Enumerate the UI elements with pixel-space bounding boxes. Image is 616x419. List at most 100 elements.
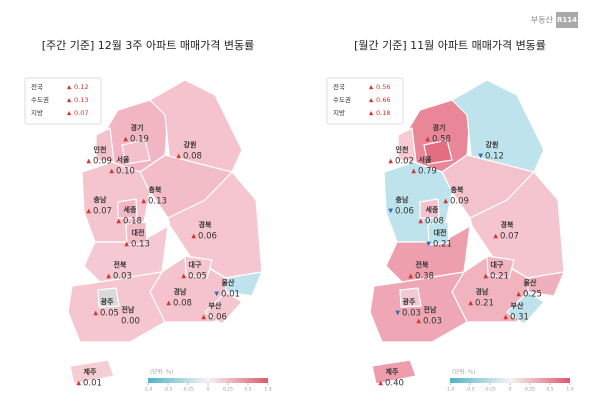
region-value: 0.01 [83,379,102,389]
summary-label: 전국 [333,82,345,91]
region-name: 제주 [84,367,97,376]
summary-value: 0.12 [74,83,88,91]
region-arrow: ▲ [116,218,121,225]
summary-arrow: ▲ [67,111,72,117]
scale-tick-label: 0.25 [223,387,233,393]
summary-label: 수도권 [333,96,351,104]
region-value: 0.31 [510,313,529,323]
region-shape [371,359,417,385]
region-name: 충남 [94,195,107,204]
region-name: 경남 [476,287,489,296]
region-shape [69,359,115,385]
summary-label: 수도권 [31,96,49,104]
region-arrow: ▼ [214,291,219,298]
region-name: 서울 [117,155,130,164]
region-arrow: ▲ [378,380,383,387]
region-name: 서울 [419,155,432,164]
region-arrow: ▲ [124,241,129,248]
map-title: [월간 기준] 11월 아파트 매매가격 변동률 [354,39,546,52]
region-name: 경남 [174,287,187,296]
scale-tick-label: -0.5 [466,387,475,393]
summary-value: 0.07 [74,109,88,117]
region-name: 경북 [199,220,212,229]
region-name: 부산 [209,301,222,310]
summary-value: 0.66 [376,96,390,104]
region-name: 부산 [511,301,524,310]
scale-tick-label: 0.5 [244,387,251,393]
region-shape [383,161,453,243]
unit-label: (단위: %) [150,368,173,376]
region-value: 0.05 [100,309,119,319]
region-shape [184,255,213,279]
region-value: 0.25 [523,290,542,300]
region-arrow: ▲ [191,233,196,240]
region-value: 0.21 [475,299,494,309]
region-shape [97,287,120,308]
region-arrow: ▲ [468,300,473,307]
region-arrow: ▲ [493,233,498,240]
region-name: 대구 [189,260,202,269]
region-arrow: ▲ [86,158,91,165]
region-shape [95,127,115,163]
scale-tick-label: 0 [509,387,512,393]
region-value: 0.06 [198,232,217,242]
region-name: 인천 [94,145,107,154]
summary-arrow: ▲ [369,85,374,91]
region-value: 0.08 [425,217,444,227]
summary-arrow: ▲ [67,98,72,104]
region-arrow: ▲ [109,168,114,175]
region-value: 0.08 [183,152,202,162]
region-arrow: ▼ [478,153,483,160]
region-shape [225,271,263,297]
summary-value: 0.18 [376,109,390,117]
region-name: 광주 [101,297,114,306]
scale-tick-label: 0.25 [525,387,535,393]
region-value: 0.38 [415,272,434,282]
summary-label: 전국 [31,82,43,91]
region-name: 세종 [124,205,137,214]
region-value: 0.00 [121,317,140,327]
region-value: 0.13 [148,197,167,207]
region-name: 충남 [396,195,409,204]
region-value: 0.79 [418,167,437,177]
region-arrow: ▲ [76,380,81,387]
region-arrow: ▲ [201,314,206,321]
region-arrow: ▲ [516,291,521,298]
brand-name: 부동산 [531,15,554,25]
region-arrow: ▲ [123,136,128,143]
scale-tick-label: -0.5 [164,387,173,393]
region-shape [486,255,515,279]
region-arrow: ▲ [408,273,413,280]
summary-value: 0.56 [376,83,390,91]
summary-arrow: ▲ [369,98,374,104]
region-value: 0.09 [450,197,469,207]
region-arrow: ▲ [425,136,430,143]
region-shape [67,271,166,343]
summary-value: 0.13 [74,96,88,104]
region-shape [369,271,468,343]
region-name: 강원 [486,140,499,149]
scale-tick-label: 0 [207,387,210,393]
scale-tick-label: 1.0 [264,387,271,393]
scale-tick-label: -1.0 [446,387,455,393]
region-shape [125,221,148,246]
unit-label: (단위: %) [452,368,475,376]
region-name: 전남 [424,305,437,314]
region-arrow: ▲ [483,273,488,280]
region-arrow: ▲ [411,168,416,175]
region-value: 0.21 [490,272,509,282]
region-shape [451,79,545,173]
region-name: 대구 [491,260,504,269]
region-shape [506,291,545,325]
region-value: 0.19 [130,135,149,145]
region-arrow: ▲ [93,310,98,317]
region-name: 대전 [132,228,145,237]
region-value: 0.02 [395,157,414,167]
region-arrow: ▲ [443,198,448,205]
summary-box [24,77,102,125]
region-shape [149,79,243,173]
region-arrow: ▲ [106,273,111,280]
region-arrow: ▲ [181,273,186,280]
region-shape [419,198,440,219]
summary-arrow: ▲ [369,111,374,117]
